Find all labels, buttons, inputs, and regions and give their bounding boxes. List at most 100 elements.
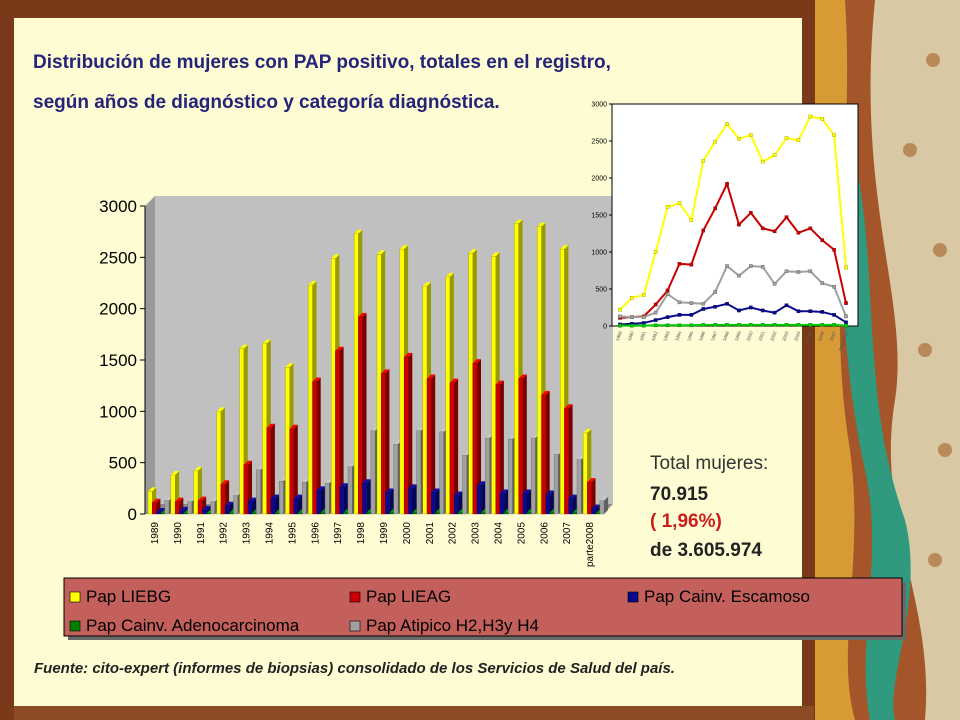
x-tick-label: 1989	[150, 522, 161, 545]
line-point-pap-lieag	[725, 182, 729, 186]
bar-top	[248, 497, 257, 502]
line-point-pap-cainv-escamoso	[784, 303, 789, 308]
bar-top	[148, 487, 157, 492]
line-y-tick-label: 2000	[591, 176, 607, 183]
y-tick-label: 3000	[99, 197, 137, 216]
line-x-tick-label: 2000	[746, 330, 754, 342]
line-point-pap-lieag	[760, 226, 765, 231]
bar-top	[170, 470, 180, 475]
line-point-pap-atipico-h2-h3y-h4	[713, 290, 717, 294]
bar-1995-pap-cainv-escamoso	[293, 494, 302, 515]
line-point-pap-atipico-h2-h3y-h4	[630, 315, 634, 319]
line-point-pap-liebg	[653, 250, 658, 254]
bar-top	[537, 222, 546, 227]
bar-top	[422, 282, 431, 287]
bar-top	[468, 249, 477, 254]
line-series-pap-atipico-h2-h3y-h4	[619, 264, 847, 319]
line-point-pap-cainv-adenocarcinoma	[677, 323, 682, 328]
bar-front	[462, 455, 467, 515]
source-note: Fuente: cito-expert (informes de biopsia…	[34, 660, 675, 677]
x-tick-label: 2000	[402, 522, 413, 545]
line-y-tick-label: 1000	[591, 250, 607, 257]
bar-top	[198, 496, 207, 501]
bar-top	[477, 481, 486, 486]
bar-side	[435, 488, 440, 514]
line-y-tick-label: 3000	[591, 102, 607, 109]
line-point-pap-cainv-escamoso	[725, 302, 729, 306]
bar-top	[568, 494, 577, 499]
bar-2006-pap-cainv-escamoso	[545, 490, 554, 515]
bar-side	[362, 312, 367, 514]
bar-top	[175, 497, 184, 502]
bar-front	[541, 394, 546, 515]
bar-2002-pap-cainv-escamoso	[453, 491, 463, 515]
bar-top	[545, 490, 554, 495]
line-point-pap-cainv-adenocarcinoma	[630, 323, 634, 328]
bar-2006-pap-lieag	[541, 390, 550, 515]
bar-top	[599, 496, 609, 501]
bar-top	[220, 480, 230, 485]
bar-front	[179, 510, 184, 515]
bar-front	[408, 488, 413, 515]
bar-front	[202, 509, 207, 515]
bar-top	[202, 505, 211, 510]
x-tick-label: 2004	[494, 522, 505, 545]
bar-1996-pap-cainv-escamoso	[316, 486, 325, 515]
line-x-tick-label: 2001	[758, 330, 766, 342]
line-point-pap-liebg	[713, 139, 717, 144]
line-point-pap-liebg	[641, 293, 646, 297]
line-point-pap-atipico-h2-h3y-h4	[618, 314, 622, 319]
bar-1993-pap-cainv-escamoso	[247, 497, 257, 515]
total-women-value: 70.915	[650, 484, 709, 505]
bar-front	[174, 501, 180, 515]
bar-side	[412, 484, 417, 514]
line-point-pap-lieag	[820, 238, 825, 242]
bar-front	[553, 454, 559, 515]
line-point-pap-lieag	[796, 230, 801, 235]
line-point-pap-liebg	[689, 218, 694, 222]
line-point-pap-cainv-adenocarcinoma	[737, 323, 741, 327]
bar-front	[476, 485, 482, 515]
line-point-pap-cainv-adenocarcinoma	[665, 323, 670, 328]
bar-top	[564, 404, 573, 409]
bar-2000-pap-cainv-escamoso	[408, 484, 417, 515]
line-point-pap-liebg	[832, 133, 836, 137]
x-tick-label: 1993	[242, 522, 253, 545]
bar-front	[233, 495, 238, 515]
bar-top	[491, 252, 500, 257]
slide-title-line-1: Distribución de mujeres con PAP positivo…	[33, 52, 611, 73]
x-tick-label: 1995	[287, 522, 298, 545]
bar-front	[564, 408, 569, 515]
bar-top	[156, 507, 165, 512]
bar-front	[495, 384, 501, 515]
line-point-pap-lieag	[808, 226, 813, 231]
bar-top	[518, 374, 527, 379]
line-y-tick-label: 1500	[591, 213, 607, 220]
x-tick-label: 1999	[379, 522, 390, 545]
bar-front	[224, 505, 230, 515]
bar-top	[404, 352, 413, 357]
line-point-pap-liebg	[725, 122, 729, 126]
line-plot-area	[611, 103, 859, 327]
bar-2007-pap-cainv-escamoso	[568, 494, 577, 515]
bar-front	[416, 430, 422, 515]
x-tick-label: 2003	[471, 522, 482, 545]
line-x-tick-label: 1990	[627, 330, 635, 342]
line-point-pap-cainv-escamoso	[677, 313, 682, 317]
bar-front	[170, 474, 176, 515]
bar-front	[426, 378, 432, 515]
y-tick-label: 1500	[99, 351, 137, 370]
x-tick-label: 2005	[516, 522, 527, 545]
line-point-pap-atipico-h2-h3y-h4	[701, 302, 706, 306]
bar-front	[522, 493, 528, 515]
bar-front	[210, 501, 215, 515]
bar-front	[220, 484, 226, 515]
y-tick-label: 2000	[99, 300, 137, 319]
bar-side	[366, 479, 371, 514]
line-point-pap-atipico-h2-h3y-h4	[796, 270, 801, 274]
line-point-pap-liebg	[808, 114, 813, 119]
bar-1999-pap-cainv-escamoso	[385, 488, 394, 515]
line-point-pap-liebg	[820, 116, 825, 121]
line-point-pap-liebg	[737, 136, 741, 141]
